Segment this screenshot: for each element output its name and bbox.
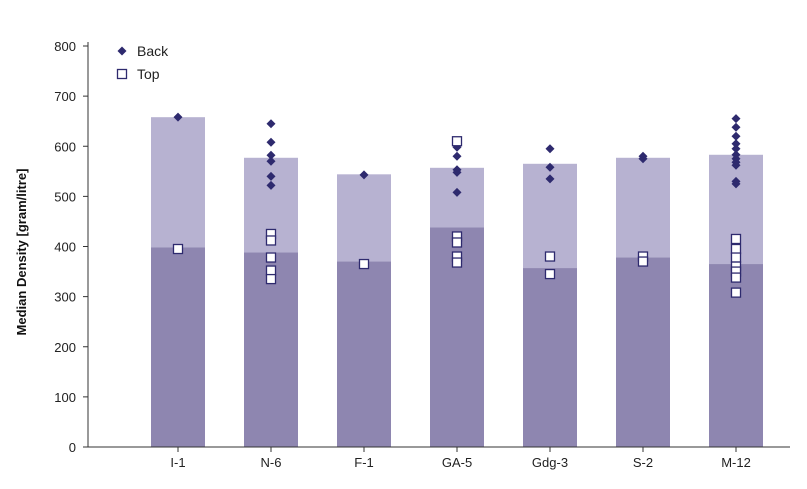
bar-upper-GA-5 xyxy=(430,167,484,228)
top-point xyxy=(265,235,277,246)
x-tick-label: F-1 xyxy=(354,455,374,470)
y-tick-label: 200 xyxy=(54,340,76,355)
y-tick-label: 300 xyxy=(54,290,76,305)
back-point xyxy=(731,131,741,141)
bar-upper-F-1 xyxy=(337,174,391,262)
top-point xyxy=(730,252,742,263)
back-point xyxy=(731,179,741,189)
y-tick-label: 400 xyxy=(54,240,76,255)
top-point xyxy=(637,256,649,267)
back-point xyxy=(266,156,276,166)
top-point xyxy=(730,233,742,245)
back-point xyxy=(266,119,276,129)
y-tick-label: 700 xyxy=(54,89,76,104)
back-point xyxy=(731,139,741,149)
bar-upper-I-1 xyxy=(151,117,205,248)
y-axis-title: Median Density [gram/litre] xyxy=(14,169,29,336)
x-tick-label: N-6 xyxy=(261,455,282,470)
bar-upper-S-2 xyxy=(616,157,670,258)
back-point xyxy=(731,122,741,132)
legend-top-icon xyxy=(116,68,128,80)
back-point xyxy=(452,187,462,197)
bar-lower-F-1 xyxy=(337,261,391,447)
x-tick-label: S-2 xyxy=(633,455,653,470)
back-point xyxy=(731,160,741,170)
y-tick-label: 600 xyxy=(54,139,76,154)
bar-lower-S-2 xyxy=(616,257,670,447)
back-point xyxy=(266,137,276,147)
top-point xyxy=(265,273,277,285)
back-point xyxy=(173,112,183,122)
x-tick-label: I-1 xyxy=(170,455,185,470)
bar-lower-I-1 xyxy=(151,247,205,447)
legend: Back Top xyxy=(116,43,169,82)
back-point xyxy=(545,162,555,172)
top-point xyxy=(451,237,463,248)
top-point xyxy=(265,265,277,276)
markers-layer xyxy=(172,112,742,298)
x-tick-label: GA-5 xyxy=(442,455,472,470)
back-point xyxy=(731,114,741,124)
x-tick-label: M-12 xyxy=(721,455,751,470)
back-point xyxy=(266,171,276,181)
back-point xyxy=(638,154,648,164)
top-point xyxy=(544,268,556,280)
back-point xyxy=(266,150,276,160)
y-tick-label: 0 xyxy=(69,440,76,455)
y-tick-label: 100 xyxy=(54,390,76,405)
y-tick-label: 500 xyxy=(54,189,76,204)
axes-layer: 0 100 200 300 400 500 600 700 800 I-1 N-6 F-1 GA-5 Gd… xyxy=(54,39,790,470)
legend-back-icon xyxy=(117,46,127,56)
legend-label-top: Top xyxy=(137,66,160,82)
legend-label-back: Back xyxy=(137,43,169,59)
back-point xyxy=(266,180,276,190)
top-point xyxy=(265,252,277,263)
back-point xyxy=(545,144,555,154)
back-point xyxy=(545,174,555,184)
bar-lower-Gdg-3 xyxy=(523,268,577,447)
back-point xyxy=(731,144,741,154)
top-point xyxy=(358,258,370,270)
top-point xyxy=(451,136,463,147)
back-point xyxy=(452,167,462,177)
top-point xyxy=(730,287,742,298)
top-point xyxy=(730,272,742,283)
top-point xyxy=(172,243,184,255)
back-point xyxy=(359,170,369,180)
x-tick-label: Gdg-3 xyxy=(532,455,568,470)
top-point xyxy=(730,243,742,255)
top-point xyxy=(544,251,556,262)
top-point xyxy=(451,257,463,268)
y-tick-label: 800 xyxy=(54,39,76,54)
back-point xyxy=(452,151,462,161)
bar-lower-N-6 xyxy=(244,252,298,447)
